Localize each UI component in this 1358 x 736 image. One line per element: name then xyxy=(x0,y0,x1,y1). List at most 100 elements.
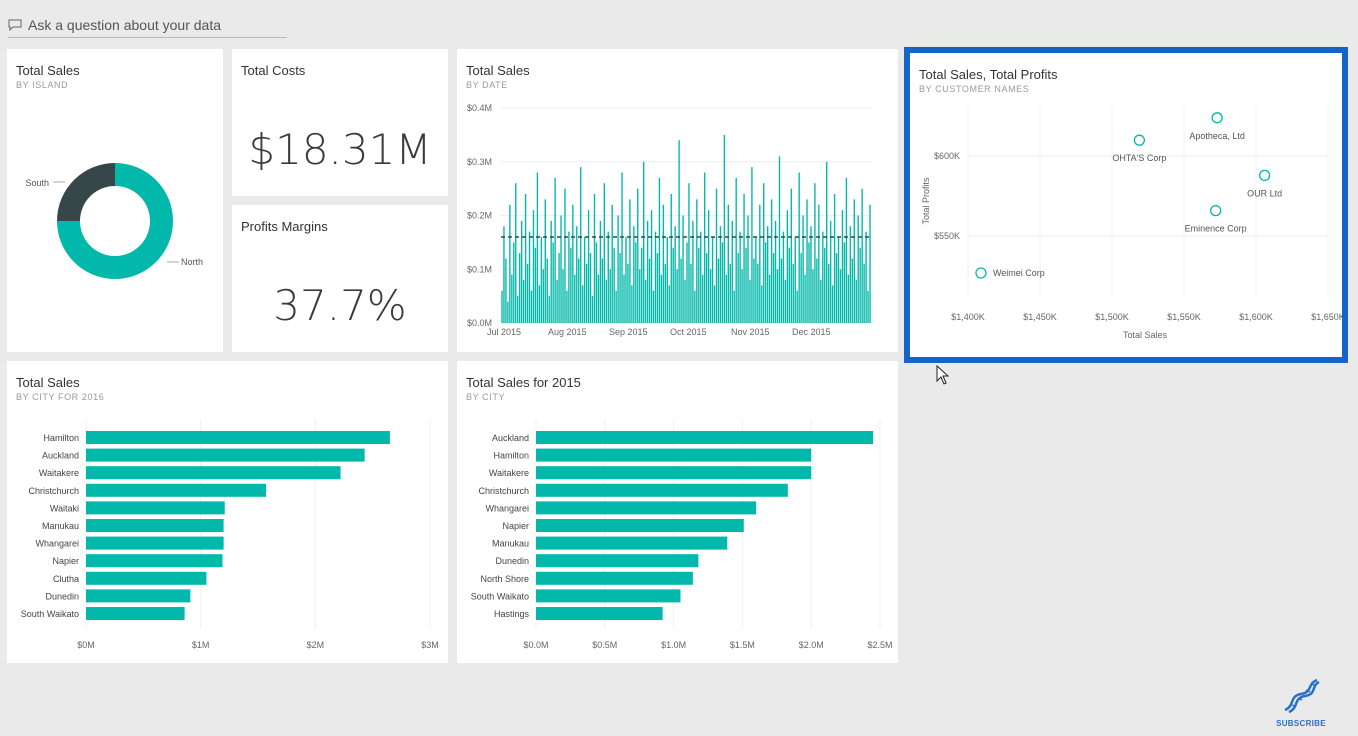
date-bar xyxy=(737,253,739,323)
tile-profits-margins[interactable]: Profits Margins 37.7% xyxy=(232,205,448,352)
category-label: Napier xyxy=(52,556,79,566)
date-bar xyxy=(644,280,647,323)
x-tick-label: $1,400K xyxy=(951,312,985,322)
date-bar xyxy=(660,274,663,323)
date-bar xyxy=(690,263,692,323)
x-tick-label: $1M xyxy=(192,640,210,650)
date-bar xyxy=(841,210,844,323)
scatter-point-label: OUR Ltd xyxy=(1247,188,1282,198)
date-bar xyxy=(818,204,820,323)
date-bar xyxy=(753,258,755,323)
date-bar xyxy=(715,188,718,323)
date-bar xyxy=(833,194,836,323)
date-bar xyxy=(705,253,708,323)
date-bar xyxy=(733,290,735,323)
date-bar xyxy=(507,301,509,323)
y-tick-label: $600K xyxy=(934,151,960,161)
category-label: Manukau xyxy=(42,521,79,531)
date-bar xyxy=(629,199,631,323)
scatter-point xyxy=(1258,169,1271,182)
date-bar xyxy=(623,274,625,323)
date-bar xyxy=(524,194,527,323)
city-bar xyxy=(536,607,663,620)
y-tick-label: $0.1M xyxy=(467,264,492,274)
qa-placeholder[interactable]: Ask a question about your data xyxy=(28,17,222,33)
date-bar xyxy=(517,296,519,323)
category-label: Waitakere xyxy=(39,468,79,478)
date-bar xyxy=(770,199,773,323)
date-bar xyxy=(810,226,812,323)
date-bar xyxy=(694,290,696,323)
date-bar xyxy=(814,183,816,323)
date-bar xyxy=(627,263,629,323)
date-bar xyxy=(869,204,871,323)
x-tick-label: Sep 2015 xyxy=(609,327,648,337)
date-bar xyxy=(723,134,726,323)
date-bar xyxy=(696,199,698,323)
scatter-point xyxy=(1211,112,1223,124)
date-bar xyxy=(578,258,580,323)
tile-sales-by-city-2016[interactable]: Total Sales BY CITY FOR 2016 $0M $1M $2M $3… xyxy=(7,361,448,663)
tile-subtitle: BY ISLAND xyxy=(16,80,69,90)
date-bar xyxy=(845,177,848,323)
city-bar xyxy=(536,466,812,480)
date-bar xyxy=(788,247,791,323)
date-bar xyxy=(503,226,505,323)
tile-subtitle: BY DATE xyxy=(466,80,508,90)
category-label: Dunedin xyxy=(45,591,79,601)
tile-sales-by-city-2015[interactable]: Total Sales for 2015 BY CITY $0.0M $0.5M $… xyxy=(457,361,898,663)
date-bar xyxy=(796,290,798,323)
date-bar xyxy=(566,290,568,323)
date-bar xyxy=(792,263,794,323)
scatter-chart: $1,400K $1,450K $1,500K $1,550K $1,600K $1,65… xyxy=(921,105,1342,340)
category-label: Whangarei xyxy=(35,539,79,549)
date-bar xyxy=(816,258,818,323)
date-bar xyxy=(605,280,607,323)
date-bar xyxy=(576,226,578,323)
date-bar xyxy=(615,290,617,323)
date-bar xyxy=(749,280,751,323)
tile-sales-profits-scatter[interactable]: Total Sales, Total Profits BY CUSTOMER N… xyxy=(910,53,1342,357)
qa-bar[interactable]: Ask a question about your data xyxy=(8,13,287,38)
date-bar xyxy=(826,161,828,323)
category-label: Christchurch xyxy=(478,486,529,496)
date-bar xyxy=(641,247,643,323)
x-tick-label: Oct 2015 xyxy=(670,327,707,337)
date-bar xyxy=(755,237,757,323)
date-bar xyxy=(574,274,576,323)
tile-subtitle: BY CUSTOMER NAMES xyxy=(919,84,1030,94)
scatter-point-label: OHTA'S Corp xyxy=(1112,153,1166,163)
date-bar xyxy=(828,263,830,323)
x-tick-label: $2.0M xyxy=(799,640,824,650)
tile-sales-by-island[interactable]: Total Sales BY ISLAND South North xyxy=(7,49,223,352)
date-bar xyxy=(544,199,546,323)
city-bar xyxy=(86,589,191,603)
tile-sales-by-date[interactable]: Total Sales BY DATE $0.4M $0.3M $0.2M $0.1M… xyxy=(457,49,898,352)
city-bar xyxy=(536,501,757,515)
date-bar xyxy=(532,210,535,323)
date-bar xyxy=(855,280,857,323)
date-bar xyxy=(857,215,859,323)
date-bar xyxy=(711,237,714,323)
date-bar xyxy=(643,161,645,323)
city-bar xyxy=(536,536,728,550)
subscribe-button[interactable]: SUBSCRIBE xyxy=(1272,676,1330,728)
date-bar xyxy=(688,183,690,323)
date-bar xyxy=(772,253,775,323)
date-bar xyxy=(774,220,777,323)
city-bar xyxy=(86,431,390,444)
date-bar xyxy=(646,220,649,323)
date-bar xyxy=(562,269,564,323)
total-costs-value: $18.31M xyxy=(248,125,432,174)
subscribe-label[interactable]: SUBSCRIBE xyxy=(1276,719,1326,728)
date-bar xyxy=(526,263,529,323)
date-bar xyxy=(822,231,824,323)
date-bar xyxy=(505,258,507,323)
tile-total-costs[interactable]: Total Costs $18.31M xyxy=(232,49,448,196)
date-bar xyxy=(778,156,781,323)
date-bar xyxy=(851,258,853,323)
date-bar xyxy=(591,296,594,323)
date-bar xyxy=(806,199,808,323)
city-bar xyxy=(86,607,185,620)
date-bar xyxy=(747,215,749,323)
